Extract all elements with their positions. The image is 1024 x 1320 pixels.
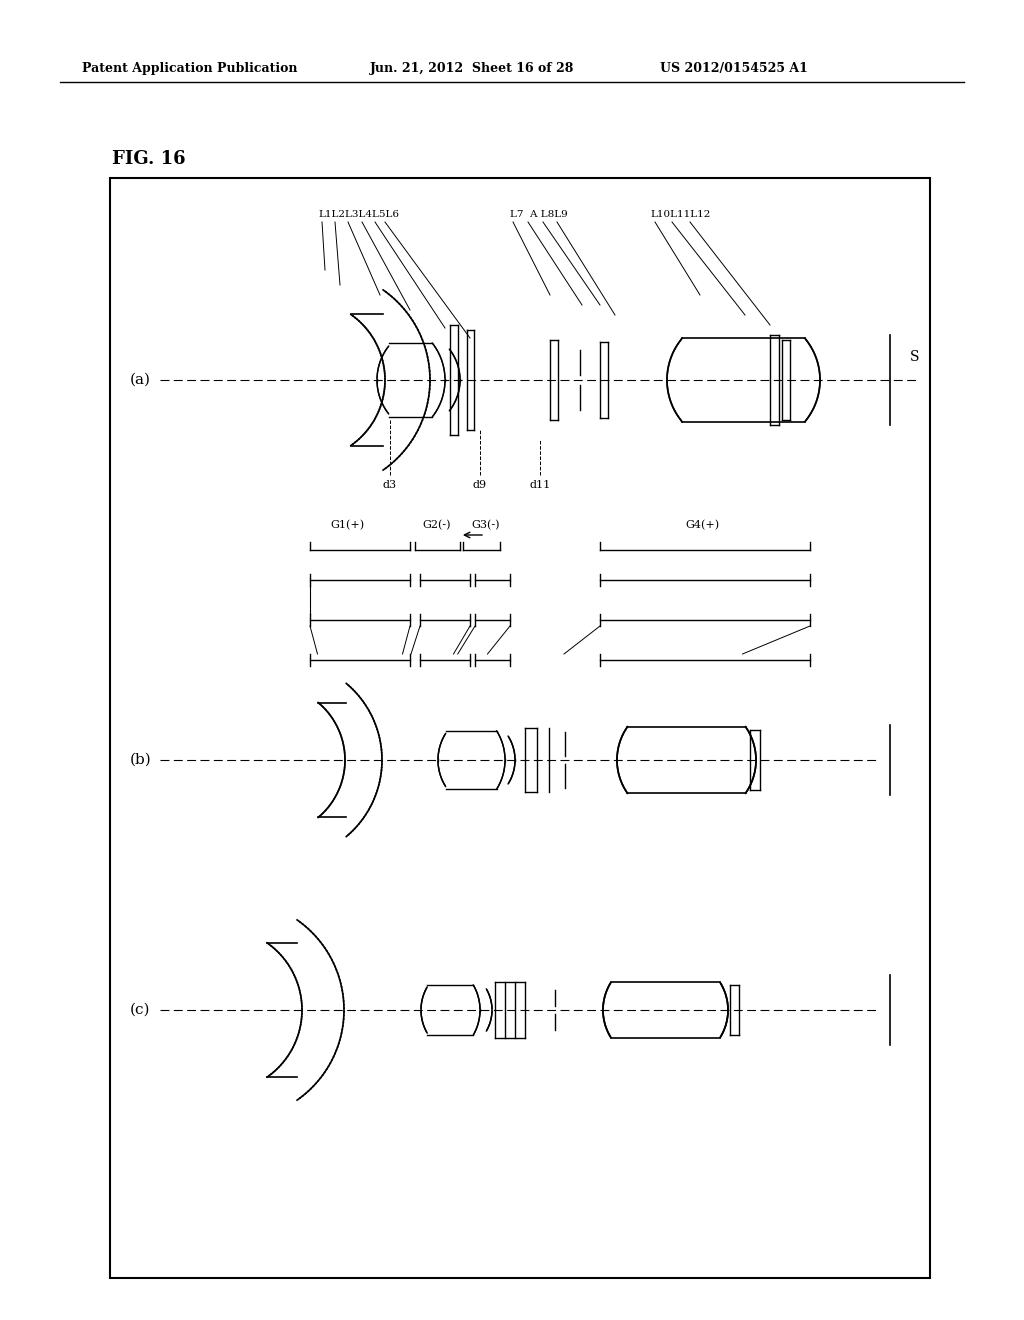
Text: FIG. 16: FIG. 16 (112, 150, 185, 168)
Text: S: S (910, 350, 920, 364)
Text: (b): (b) (130, 752, 152, 767)
Text: Jun. 21, 2012  Sheet 16 of 28: Jun. 21, 2012 Sheet 16 of 28 (370, 62, 574, 75)
Text: G2(-): G2(-) (422, 520, 451, 531)
Text: G1(+): G1(+) (330, 520, 365, 531)
Text: US 2012/0154525 A1: US 2012/0154525 A1 (660, 62, 808, 75)
Text: d9: d9 (473, 480, 487, 490)
Bar (110, 178, 930, 1278)
Text: (c): (c) (130, 1003, 151, 1016)
Text: L7  A L8L9: L7 A L8L9 (510, 210, 567, 219)
Text: G4(+): G4(+) (685, 520, 719, 531)
Text: Patent Application Publication: Patent Application Publication (82, 62, 298, 75)
Text: d3: d3 (383, 480, 397, 490)
Text: (a): (a) (130, 374, 151, 387)
Text: G3(-): G3(-) (471, 520, 500, 531)
Text: L10L11L12: L10L11L12 (650, 210, 711, 219)
Text: L1L2L3L4L5L6: L1L2L3L4L5L6 (318, 210, 399, 219)
Text: d11: d11 (529, 480, 551, 490)
